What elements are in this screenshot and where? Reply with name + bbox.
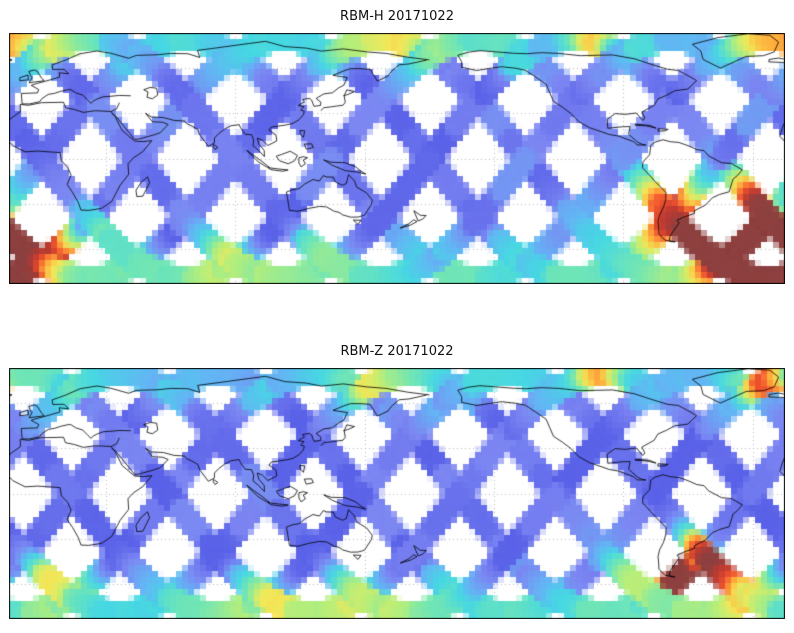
rbm-z-title: RBM-Z 20171022: [340, 344, 454, 359]
rbm-h-title: RBM-H 20171022: [340, 9, 454, 24]
rbm-z-map-canvas: [9, 368, 785, 619]
panel-rbm-z: RBM-Z 20171022: [0, 341, 794, 619]
panel-rbm-h: RBM-H 20171022: [0, 6, 794, 284]
rbm-h-map-canvas: [9, 33, 785, 284]
